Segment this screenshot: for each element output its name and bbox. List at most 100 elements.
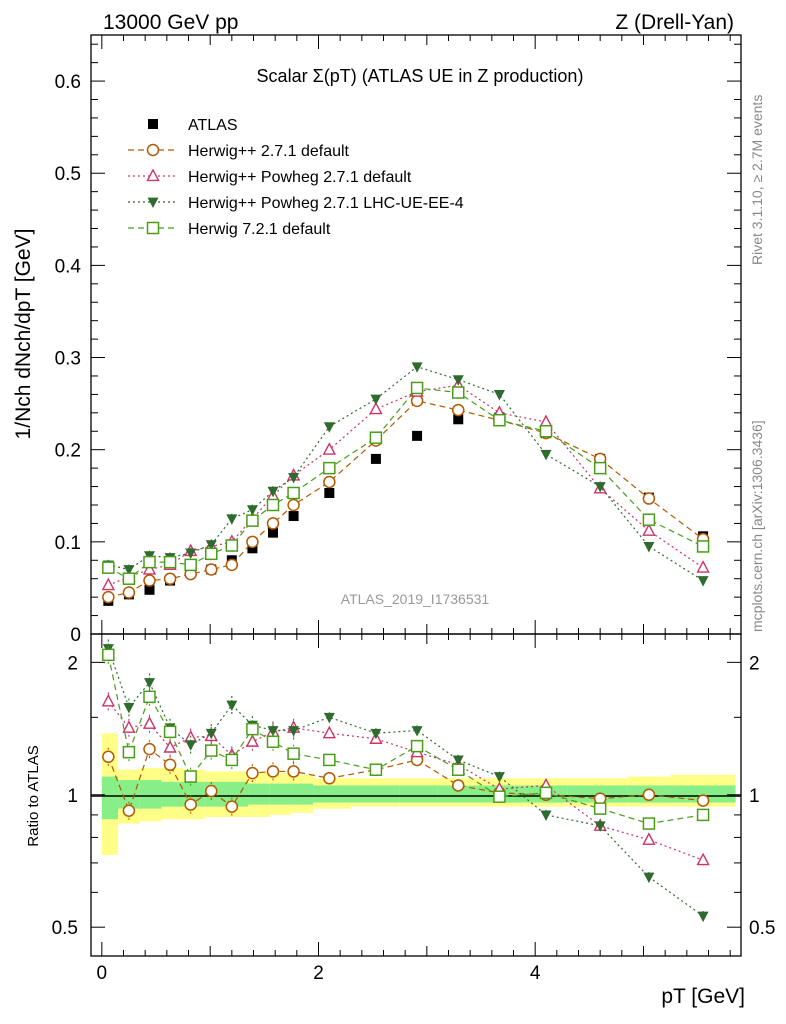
main-point	[322, 442, 336, 455]
ratio-point	[144, 678, 155, 689]
main-point	[143, 574, 156, 587]
main-point	[205, 547, 218, 561]
legend-marker	[146, 221, 160, 235]
main-point	[593, 461, 607, 475]
main-point	[101, 577, 115, 591]
main-point	[452, 386, 465, 399]
ratio-point	[122, 804, 136, 817]
main-point	[102, 590, 115, 604]
main-point	[226, 514, 238, 525]
main-point	[225, 539, 239, 552]
main-point	[410, 381, 424, 395]
ratio-point	[205, 744, 218, 757]
legend-marker	[148, 119, 158, 129]
main-panel: 0 0.1 0.2 0.3 0.4 0.5 0.6 Scalar Σ(pT) (ATLAS …	[12, 34, 742, 646]
main-point	[163, 572, 177, 585]
ratio-point	[697, 911, 709, 923]
legend-marker	[146, 143, 160, 157]
ratio-point	[643, 872, 655, 884]
ratio-point	[493, 790, 506, 803]
ratio-point	[163, 758, 177, 772]
ratio-point	[101, 693, 115, 707]
ratio-point	[163, 740, 177, 753]
main-point	[642, 523, 656, 536]
legend-entry: Herwig++ 2.7.1 default	[128, 143, 350, 160]
legend-marker	[146, 168, 160, 182]
ratio-series-3	[102, 645, 710, 830]
main-point	[142, 561, 157, 575]
ratio-point	[452, 779, 465, 792]
main-point	[163, 555, 177, 569]
ratio-ticks	[91, 634, 741, 956]
main-point	[225, 558, 239, 572]
ratio-point	[142, 716, 157, 729]
main-point	[287, 486, 300, 500]
legend-entry: Herwig++ Powheg 2.7.1 default	[128, 168, 412, 186]
main-point	[143, 555, 156, 569]
ratio-point	[370, 728, 382, 740]
ratio-point	[594, 821, 606, 832]
ratio-point	[226, 700, 238, 712]
legend-marker	[147, 197, 159, 209]
main-point	[323, 475, 336, 489]
main-point	[288, 511, 299, 522]
main-title: Scalar Σ(pT) (ATLAS UE in Z production)	[257, 66, 584, 86]
main-point	[266, 498, 280, 512]
xtick-label: 2	[313, 963, 324, 984]
ratio-point	[266, 735, 280, 748]
legend-entry: Herwig++ Powheg 2.7.1 LHC-UE-EE-4	[128, 195, 464, 212]
main-point	[323, 461, 336, 475]
ratio-point	[267, 726, 279, 737]
main-point	[184, 558, 197, 572]
legend-label: Herwig++ Powheg 2.7.1 default	[188, 169, 412, 186]
main-point	[268, 527, 278, 538]
legend: ATLAS Herwig++ 2.7.1 default Herwig++ Powh…	[128, 117, 464, 238]
main-ytick-label: 0.1	[55, 533, 81, 554]
main-point	[246, 514, 259, 527]
ratio-point	[163, 725, 177, 739]
main-ylabel: 1/Nch dNch/dpT [GeV]	[12, 229, 35, 440]
ratio-point	[205, 784, 218, 798]
ratio-band-green	[161, 781, 184, 807]
ratio-band-green	[118, 780, 140, 809]
ratio-series-2	[102, 639, 709, 923]
ratio-point	[452, 755, 464, 766]
header-left-label: 13000 GeV pp	[103, 11, 238, 34]
main-point	[122, 586, 136, 599]
main-ytick-label: 0.4	[55, 256, 82, 277]
ratio-point	[143, 742, 156, 756]
ratio-point	[539, 786, 553, 800]
xtick-label: 0	[97, 963, 108, 984]
ratio-point	[696, 794, 710, 807]
ratio-ytick-label-right: 1	[749, 786, 760, 807]
ratio-point	[540, 810, 552, 821]
ratio-band-green	[248, 783, 270, 805]
ratio-point	[452, 763, 465, 776]
ratio-point	[411, 726, 423, 737]
x-axis-label: pT [GeV]	[661, 985, 745, 1008]
ratio-point	[323, 712, 335, 724]
main-point	[696, 540, 710, 553]
ratio-point	[184, 770, 197, 783]
ratio-point	[266, 765, 280, 778]
main-point	[697, 576, 709, 587]
main-point	[452, 375, 464, 386]
main-ytick-label: 0.5	[55, 164, 81, 185]
ratio-band-green	[101, 776, 119, 820]
legend-label: Herwig 7.2.1 default	[188, 221, 331, 238]
main-series	[101, 362, 710, 606]
xtick-label: 4	[530, 963, 541, 984]
main-ytick-label: 0.6	[55, 72, 81, 93]
main-point	[123, 565, 135, 576]
legend-entry: ATLAS	[148, 117, 238, 134]
ratio-point	[410, 739, 424, 753]
legend-entry: Herwig 7.2.1 default	[128, 221, 331, 238]
ratio-point	[246, 722, 259, 736]
main-point	[144, 584, 155, 595]
main-point	[411, 362, 423, 373]
legend-label: Herwig++ 2.7.1 default	[188, 143, 350, 160]
ratio-ytick-label-left: 1	[67, 786, 78, 807]
main-ytick-label: 0.3	[55, 349, 81, 370]
